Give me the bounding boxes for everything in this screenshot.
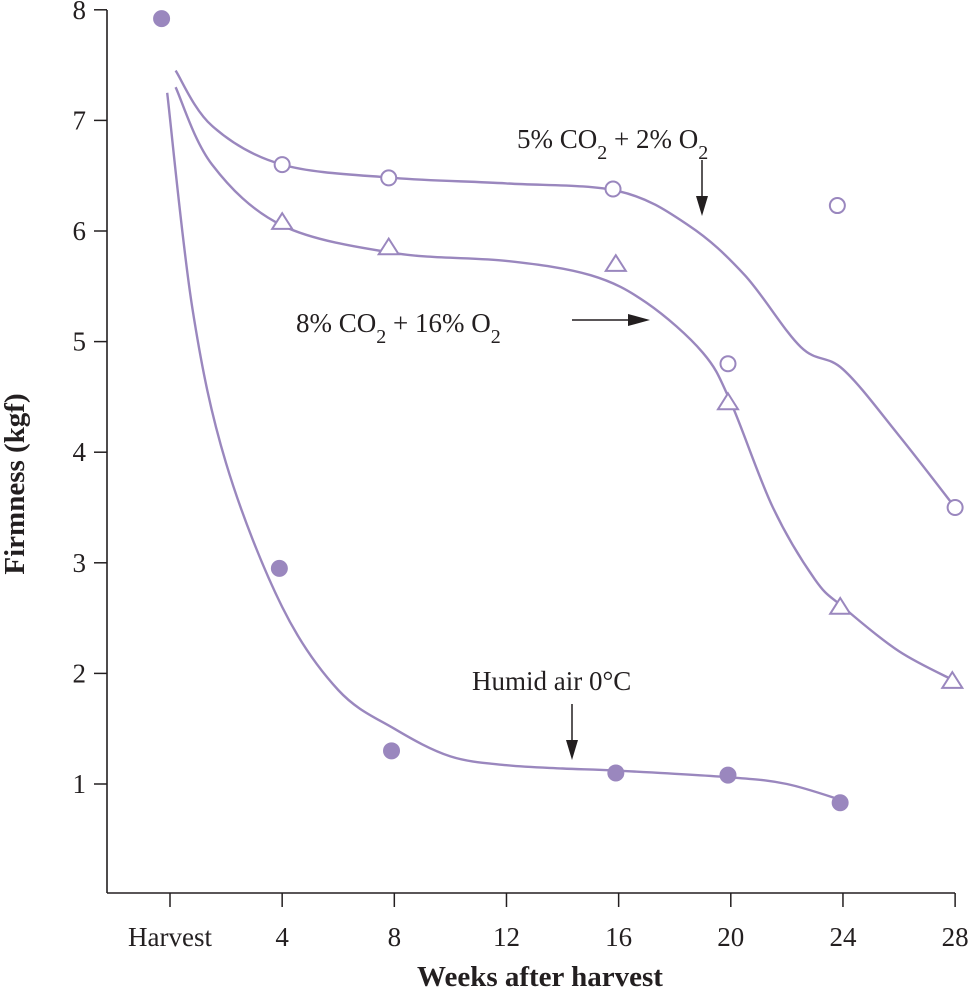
data-point-co2-5-o2-2 bbox=[719, 355, 737, 373]
y-tick-label: 4 bbox=[73, 437, 87, 467]
arrow-right-icon bbox=[572, 314, 650, 326]
y-tick-label: 7 bbox=[73, 105, 87, 135]
x-tick-label: 20 bbox=[717, 922, 744, 952]
x-tick-label: 12 bbox=[493, 922, 520, 952]
data-point-co2-8-o2-16 bbox=[716, 391, 740, 411]
data-point-co2-8-o2-16 bbox=[376, 236, 401, 256]
x-axis-title: Weeks after harvest bbox=[417, 961, 663, 992]
data-point-co2-5-o2-2 bbox=[273, 156, 291, 174]
y-tick-label: 2 bbox=[73, 658, 87, 688]
x-tick-label: 4 bbox=[275, 922, 289, 952]
data-point-co2-8-o2-16 bbox=[270, 211, 295, 230]
x-tick-label: 8 bbox=[388, 922, 402, 952]
data-point-humid-air bbox=[719, 766, 737, 784]
x-tick-label: 24 bbox=[829, 922, 857, 952]
arrow-down-icon bbox=[696, 160, 708, 216]
data-point-co2-5-o2-2 bbox=[380, 169, 398, 187]
x-tick-label: Harvest bbox=[128, 922, 212, 952]
annotation-5co2-2o2: 5% CO2 + 2% O2 bbox=[517, 124, 708, 164]
series-line-co2-8-o2-16 bbox=[174, 86, 956, 683]
y-tick-label: 3 bbox=[73, 548, 87, 578]
data-point-humid-air bbox=[383, 742, 401, 760]
y-tick-label: 1 bbox=[73, 769, 87, 799]
data-point-co2-5-o2-2 bbox=[604, 180, 622, 198]
markers-layer bbox=[153, 10, 965, 812]
data-point-humid-air bbox=[831, 794, 849, 812]
x-ticks: Harvest 4 8 12 16 20 24 28 bbox=[128, 893, 969, 952]
data-point-humid-air bbox=[607, 764, 625, 782]
arrow-down-icon bbox=[566, 704, 578, 760]
y-ticks: 1 2 3 4 5 6 7 8 bbox=[73, 0, 107, 799]
y-tick-label: 5 bbox=[73, 327, 87, 357]
y-tick-label: 8 bbox=[73, 0, 87, 25]
data-point-co2-8-o2-16 bbox=[603, 253, 628, 272]
series-line-humid-air bbox=[166, 92, 844, 802]
data-point-co2-8-o2-16 bbox=[940, 670, 965, 689]
annotation-humid-air: Humid air 0°C bbox=[472, 666, 631, 696]
data-point-co2-8-o2-16 bbox=[828, 596, 853, 615]
y-axis-title: Firmness (kgf) bbox=[0, 393, 31, 574]
data-point-co2-5-o2-2 bbox=[946, 499, 964, 516]
data-point-humid-air bbox=[153, 10, 171, 28]
annotation-8co2-16o2: 8% CO2 + 16% O2 bbox=[296, 308, 501, 348]
data-point-humid-air bbox=[270, 559, 288, 577]
data-point-co2-5-o2-2 bbox=[828, 197, 846, 215]
x-tick-label: 28 bbox=[942, 922, 969, 952]
y-tick-label: 6 bbox=[73, 216, 87, 246]
x-tick-label: 16 bbox=[605, 922, 632, 952]
